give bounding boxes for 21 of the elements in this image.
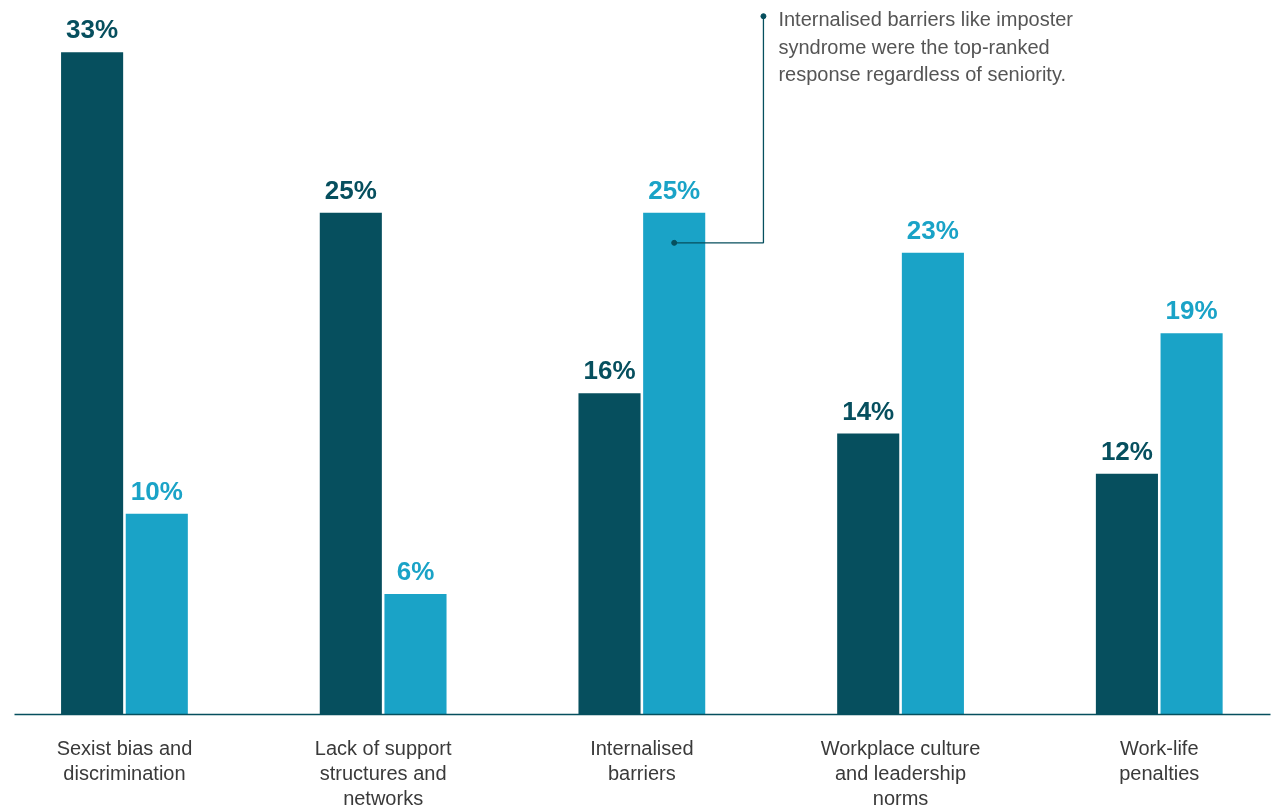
bar (1160, 333, 1223, 715)
bar (643, 212, 706, 715)
data-label: 33% (66, 14, 119, 45)
data-label: 14% (842, 395, 895, 426)
x-tick-label: Sexist bias and discrimination (56, 736, 193, 784)
data-label: 6% (396, 556, 435, 587)
data-label: 23% (906, 214, 959, 245)
x-tick-label: Workplace culture and leadership norms (820, 736, 981, 810)
bar (125, 513, 188, 715)
x-tick-label: Work-life penalties (1119, 736, 1200, 784)
data-label: 19% (1165, 295, 1218, 326)
data-label: 16% (583, 355, 636, 386)
annotation: Internalised barriers like imposter syndrome were the top-ranked response regardless of seniority. (778, 8, 1074, 86)
x-tick-label: Lack of support structures and networks (314, 736, 452, 810)
bar (901, 252, 964, 715)
x-tick-label: Internalised barriers (590, 736, 694, 784)
data-label: 12% (1100, 435, 1153, 466)
data-label: 25% (324, 174, 377, 205)
data-label: 25% (648, 174, 701, 205)
data-label: 10% (130, 475, 183, 506)
bar (384, 594, 447, 715)
